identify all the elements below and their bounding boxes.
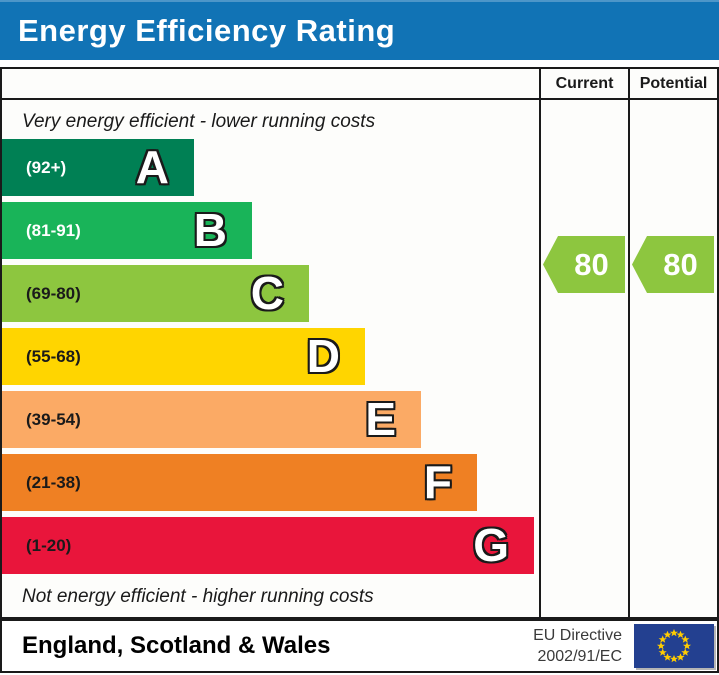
band-range: (1-20): [26, 535, 72, 555]
bottom-note: Not energy efficient - higher running co…: [22, 586, 374, 607]
eu-directive-label: EU Directive 2002/91/EC: [533, 625, 622, 667]
eu-directive-line2: 2002/91/EC: [537, 648, 622, 665]
band-letter: B: [193, 204, 227, 256]
table-body-row: Very energy efficient - lower running co…: [2, 100, 717, 617]
band-letter: A: [135, 141, 169, 193]
epc-rating-table: Current Potential Very energy efficient …: [0, 67, 719, 619]
band-a: (92+) A: [2, 139, 194, 196]
band-g: (1-20) G: [2, 517, 534, 574]
band-range: (69-80): [26, 283, 81, 303]
eu-flag-icon: [634, 624, 714, 668]
title-bar: Energy Efficiency Rating: [0, 0, 719, 60]
band-f: (21-38) F: [2, 454, 477, 511]
band-letter: E: [365, 393, 396, 445]
eu-directive-line1: EU Directive: [533, 627, 622, 644]
region-label: England, Scotland & Wales: [22, 632, 331, 659]
current-rating-value: 80: [574, 246, 609, 282]
column-header-current: Current: [539, 69, 628, 98]
column-header-potential: Potential: [628, 69, 717, 98]
band-d: (55-68) D: [2, 328, 365, 385]
page-title: Energy Efficiency Rating: [18, 13, 396, 48]
band-letter: D: [306, 330, 340, 382]
rating-scale-area: Very energy efficient - lower running co…: [2, 100, 539, 617]
table-header-row: Current Potential: [2, 69, 717, 100]
band-b: (81-91) B: [2, 202, 252, 259]
band-letter: C: [250, 267, 284, 319]
band-range: (55-68): [26, 346, 81, 366]
potential-rating-value: 80: [663, 246, 698, 282]
band-letter: G: [473, 519, 509, 571]
band-range: (81-91): [26, 220, 81, 240]
header-chart-cell: [2, 69, 539, 98]
band-e: (39-54) E: [2, 391, 421, 448]
band-range: (92+): [26, 157, 67, 177]
current-rating-arrow: 80: [543, 236, 625, 293]
band-range: (39-54): [26, 409, 81, 429]
potential-rating-column: 80: [628, 100, 717, 617]
spacer: [0, 60, 719, 67]
current-rating-column: 80: [539, 100, 628, 617]
footer-bar: England, Scotland & Wales EU Directive 2…: [0, 619, 719, 673]
potential-rating-arrow: 80: [632, 236, 714, 293]
band-range: (21-38): [26, 472, 81, 492]
band-letter: F: [423, 456, 452, 508]
band-c: (69-80) C: [2, 265, 309, 322]
top-note: Very energy efficient - lower running co…: [22, 111, 376, 132]
